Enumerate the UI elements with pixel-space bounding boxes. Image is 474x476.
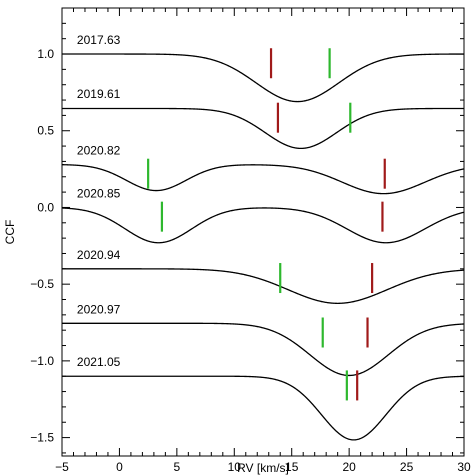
x-tick-label: 20 (342, 460, 356, 474)
ccf-curve-2020.94 (62, 268, 465, 304)
epoch-label: 2020.94 (77, 248, 121, 262)
epoch-label: 2020.85 (77, 186, 121, 200)
y-tick-label: −0.5 (30, 277, 54, 291)
y-axis-title: CCF (3, 220, 17, 245)
epoch-label: 2019.61 (77, 87, 121, 101)
epoch-label: 2021.05 (77, 355, 121, 369)
y-tick-label: 1.0 (37, 47, 54, 61)
y-tick-label: 0.0 (37, 200, 54, 214)
x-tick-label: 15 (285, 460, 299, 474)
axes-layer: −5 0 5 10 15 20 25 30 −1.5 −1.0 −0.5 0.0 0.5 1.0 (30, 7, 471, 474)
y-tick-label: 0.5 (37, 124, 54, 138)
x-tick-label: 30 (457, 460, 471, 474)
epoch-label: 2017.63 (77, 33, 121, 47)
ccf-curve-2020.82 (61, 164, 465, 195)
ccf-curve-2019.61 (62, 107, 464, 150)
x-tick-label: 25 (400, 460, 414, 474)
ccf-curve-2021.05 (62, 375, 465, 441)
x-axis-title: RV [km/s] (237, 461, 289, 475)
plot-frame (61, 7, 465, 457)
x-tick-label: 10 (228, 460, 242, 474)
epoch-label-layer: 2017.63 2019.61 2020.82 2020.85 2020.94 2020.… (77, 33, 121, 369)
x-tick-label: 0 (116, 460, 123, 474)
ccf-curve-2020.85 (61, 207, 465, 244)
y-tick-label: −1.0 (30, 354, 54, 368)
x-tick-label: −5 (55, 460, 69, 474)
epoch-label: 2020.97 (77, 302, 121, 316)
marker-layer (147, 48, 386, 401)
ccf-curve-2020.97 (62, 322, 465, 377)
x-tick-label: 5 (174, 460, 181, 474)
ccf-curve-2017.63 (62, 53, 464, 103)
epoch-label: 2020.82 (77, 144, 121, 158)
y-tick-label: −1.5 (30, 431, 54, 445)
series-layer (61, 53, 465, 441)
